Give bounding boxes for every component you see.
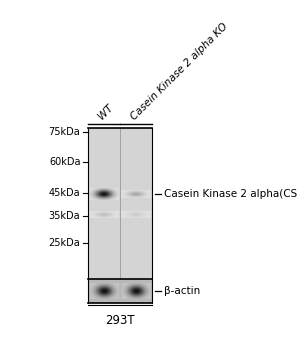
Text: 35kDa: 35kDa (49, 211, 80, 221)
Text: Casein Kinase 2 alpha(CSNK2A1): Casein Kinase 2 alpha(CSNK2A1) (164, 189, 297, 199)
Text: 45kDa: 45kDa (49, 188, 80, 198)
Text: 60kDa: 60kDa (49, 157, 80, 167)
Text: 25kDa: 25kDa (49, 238, 80, 248)
Text: 75kDa: 75kDa (49, 127, 80, 137)
Bar (88, 279, 152, 303)
Text: WT: WT (97, 103, 116, 121)
Bar (88, 128, 152, 279)
Text: β-actin: β-actin (164, 286, 200, 296)
Text: Casein Kinase 2 alpha KO: Casein Kinase 2 alpha KO (129, 21, 230, 121)
Text: 293T: 293T (105, 314, 135, 327)
